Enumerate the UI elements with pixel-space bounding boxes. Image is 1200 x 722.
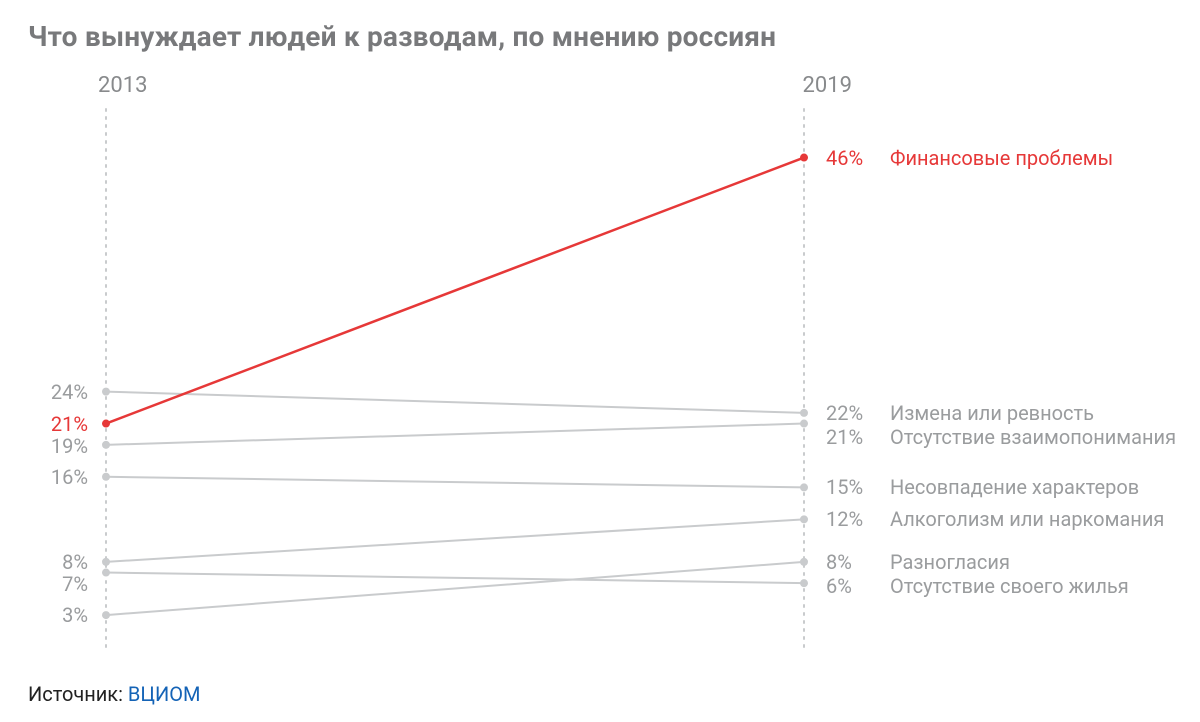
slope-line bbox=[106, 519, 804, 562]
series-label: Отсутствие взаимопонимания bbox=[890, 427, 1176, 447]
slope-dot bbox=[102, 473, 110, 481]
series-label: Разногласия bbox=[890, 552, 1010, 572]
left-value: 3% bbox=[62, 605, 88, 625]
slope-dot bbox=[800, 420, 808, 428]
chart-title: Что вынуждает людей к разводам, по мнени… bbox=[28, 20, 1172, 53]
left-value: 24% bbox=[51, 382, 88, 402]
source-prefix: Источник: bbox=[28, 682, 128, 706]
right-value: 8% bbox=[826, 552, 874, 572]
right-value: 6% bbox=[826, 576, 874, 596]
right-entry: 15% Несовпадение характеров bbox=[826, 477, 1139, 497]
right-entry: 8% Разногласия bbox=[826, 552, 1010, 572]
slope-line bbox=[106, 573, 804, 584]
left-value: 7% bbox=[62, 574, 88, 594]
left-value: 16% bbox=[51, 467, 88, 487]
slope-dot bbox=[800, 409, 808, 417]
slope-line bbox=[106, 392, 804, 413]
slope-dot bbox=[102, 569, 110, 577]
right-entry: 22% Измена или ревность bbox=[826, 403, 1094, 423]
left-value: 8% bbox=[62, 552, 88, 572]
series-label: Измена или ревность bbox=[890, 403, 1094, 423]
slope-line bbox=[106, 424, 804, 445]
slope-dot bbox=[102, 558, 110, 566]
slope-line bbox=[106, 477, 804, 488]
right-value-column: 22%Измена или ревность21%Отсутствие взаи… bbox=[812, 101, 1172, 661]
right-entry: 46% Финансовые проблемы bbox=[826, 148, 1113, 168]
slope-dot bbox=[800, 515, 808, 523]
right-value: 15% bbox=[826, 477, 874, 497]
series-label: Несовпадение характеров bbox=[890, 477, 1139, 497]
slope-plot bbox=[98, 101, 812, 661]
series-label: Алкоголизм или наркомания bbox=[890, 509, 1164, 529]
year-right-label: 2019 bbox=[803, 73, 852, 98]
right-entry: 12% Алкоголизм или наркомания bbox=[826, 509, 1164, 529]
slope-dot bbox=[800, 558, 808, 566]
slope-dot bbox=[800, 483, 808, 491]
right-value: 21% bbox=[826, 427, 874, 447]
source-line: Источник: ВЦИОМ bbox=[28, 682, 201, 706]
left-value: 21% bbox=[51, 414, 88, 434]
slope-dot bbox=[102, 388, 110, 396]
right-value: 12% bbox=[826, 509, 874, 529]
slope-line bbox=[106, 158, 804, 424]
right-entry: 6% Отсутствие своего жилья bbox=[826, 576, 1129, 596]
slope-line bbox=[106, 562, 804, 615]
slope-dot bbox=[102, 611, 110, 619]
slope-dot bbox=[102, 420, 110, 428]
left-value: 19% bbox=[51, 436, 88, 456]
series-label: Отсутствие своего жилья bbox=[890, 576, 1129, 596]
left-value-column: 24% 19% 16% 8% 3% 7% 21% bbox=[28, 101, 98, 661]
source-link[interactable]: ВЦИОМ bbox=[128, 682, 201, 706]
year-axis: 2013 2019 bbox=[98, 73, 852, 101]
year-left-label: 2013 bbox=[98, 73, 147, 98]
right-value: 22% bbox=[826, 403, 874, 423]
right-entry: 21% Отсутствие взаимопонимания bbox=[826, 427, 1176, 447]
series-label: Финансовые проблемы bbox=[890, 148, 1113, 168]
slope-dot bbox=[800, 154, 808, 162]
slope-dot bbox=[102, 441, 110, 449]
right-value: 46% bbox=[826, 148, 874, 168]
slope-dot bbox=[800, 579, 808, 587]
